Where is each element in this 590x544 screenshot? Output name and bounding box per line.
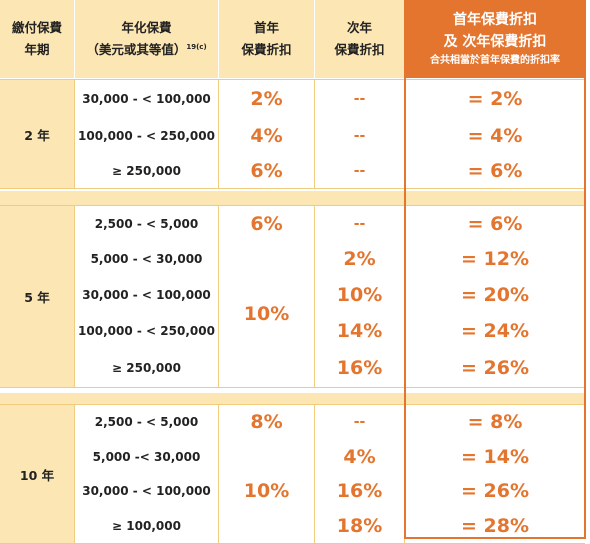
second-year-discount: -- [315, 118, 404, 154]
premium-range: ≥ 100,000 [75, 508, 218, 543]
combined-discount: = 12% [405, 241, 585, 277]
header-combined-discount: 首年保費折扣 及 次年保費折扣 合共相當於首年保費的折扣率 [405, 0, 585, 78]
header-first-year-line2: 保費折扣 [241, 42, 292, 57]
column-divider [218, 206, 219, 387]
premium-range: 30,000 - < 100,000 [75, 80, 218, 118]
premium-range: 2,500 - < 5,000 [75, 206, 218, 241]
group-top-border [0, 205, 585, 206]
combined-discount: = 26% [405, 349, 585, 387]
first-year-discount: 6% [219, 154, 314, 188]
second-year-discount: 10% [315, 277, 404, 312]
header-annual-premium: 年化保費 （美元或其等值）19(c) [75, 0, 218, 78]
group-separator-band [0, 393, 585, 405]
header-first-year-line1: 首年 [253, 20, 279, 35]
column-divider [218, 80, 219, 188]
footnote-marker: 19(c) [186, 42, 207, 51]
group-top-border [0, 404, 585, 405]
premium-range: ≥ 250,000 [75, 349, 218, 387]
first-year-discount-merged: 10% [219, 439, 314, 543]
second-year-discount: 18% [315, 508, 404, 543]
column-divider [314, 405, 315, 543]
premium-range: 100,000 - < 250,000 [75, 118, 218, 154]
second-year-discount: -- [315, 154, 404, 188]
combined-discount: = 20% [405, 277, 585, 312]
column-divider [74, 405, 75, 543]
column-divider [74, 206, 75, 387]
combined-discount: = 6% [405, 154, 585, 188]
premium-range: 30,000 - < 100,000 [75, 277, 218, 312]
group-bottom-border [0, 387, 585, 388]
combined-discount: = 26% [405, 474, 585, 508]
header-annual-premium-line2: （美元或其等值）19(c) [86, 39, 206, 61]
column-divider [314, 80, 315, 188]
first-year-discount: 6% [219, 206, 314, 241]
payment-term-label: 10 年 [0, 405, 74, 543]
premium-range: 5,000 - < 30,000 [75, 241, 218, 277]
header-combined-line1: 首年保費折扣 [453, 12, 537, 28]
header-payment-term: 繳付保費 年期 [0, 0, 74, 78]
column-divider [314, 206, 315, 387]
premium-range: 30,000 - < 100,000 [75, 474, 218, 508]
header-combined-line2: 及 次年保費折扣 [443, 34, 547, 50]
combined-discount: = 4% [405, 118, 585, 154]
premium-range: 100,000 - < 250,000 [75, 312, 218, 349]
combined-discount: = 14% [405, 439, 585, 474]
second-year-discount: 14% [315, 312, 404, 349]
column-divider [218, 405, 219, 543]
column-divider [404, 405, 405, 543]
header-second-year-discount: 次年 保費折扣 [315, 0, 404, 78]
column-divider [404, 206, 405, 387]
first-year-discount: 8% [219, 405, 314, 439]
group-top-border [0, 79, 585, 80]
second-year-discount: 4% [315, 439, 404, 474]
second-year-discount: -- [315, 206, 404, 241]
combined-discount: = 6% [405, 206, 585, 241]
header-annual-premium-line1: 年化保費 [121, 20, 172, 35]
second-year-discount: 16% [315, 474, 404, 508]
header-combined-note: 合共相當於首年保費的折扣率 [430, 55, 560, 66]
first-year-discount: 2% [219, 80, 314, 118]
first-year-discount: 4% [219, 118, 314, 154]
payment-term-label: 2 年 [0, 80, 74, 188]
combined-discount: = 28% [405, 508, 585, 543]
second-year-discount: 16% [315, 349, 404, 387]
combined-discount: = 2% [405, 80, 585, 118]
combined-discount: = 8% [405, 405, 585, 439]
combined-discount: = 24% [405, 312, 585, 349]
header-payment-term-line2: 年期 [24, 42, 50, 57]
second-year-discount: -- [315, 80, 404, 118]
second-year-discount: 2% [315, 241, 404, 277]
group-separator-band [0, 191, 585, 206]
header-payment-term-line1: 繳付保費 [11, 20, 62, 35]
premium-range: 5,000 -< 30,000 [75, 439, 218, 474]
second-year-discount: -- [315, 405, 404, 439]
header-second-year-line1: 次年 [346, 20, 372, 35]
payment-term-label: 5 年 [0, 206, 74, 387]
premium-range: 2,500 - < 5,000 [75, 405, 218, 439]
first-year-discount-merged: 10% [219, 241, 314, 387]
column-divider [404, 80, 405, 188]
group-bottom-border [0, 188, 585, 189]
premium-range: ≥ 250,000 [75, 154, 218, 188]
header-first-year-discount: 首年 保費折扣 [219, 0, 314, 78]
header-annual-premium-currency: （美元或其等值） [86, 42, 187, 57]
header-second-year-line2: 保費折扣 [334, 42, 385, 57]
column-divider [74, 80, 75, 188]
